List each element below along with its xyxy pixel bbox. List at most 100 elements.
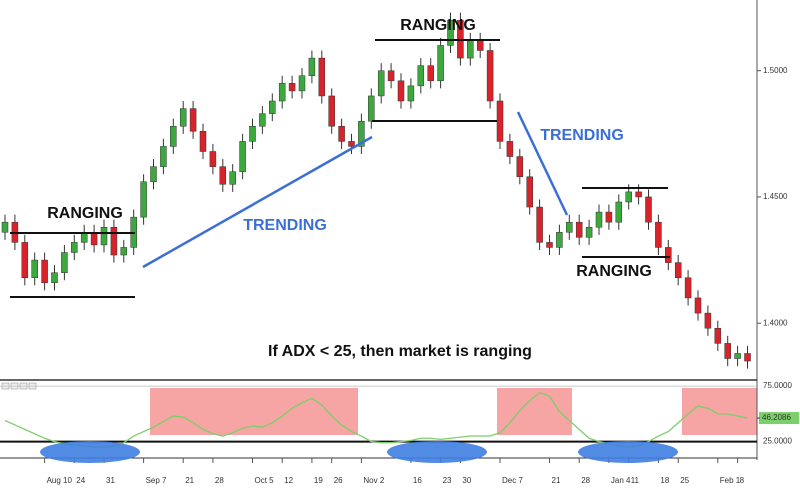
candle-body	[526, 176, 533, 208]
x-tick-label: Nov 2	[363, 476, 384, 485]
trend-line	[142, 135, 373, 269]
y-tick-label: 75.0000	[763, 381, 792, 390]
candle-body	[714, 327, 722, 344]
x-tick-label: 28	[581, 476, 590, 485]
annotation: RANGING	[400, 17, 476, 34]
candle-body	[239, 141, 246, 172]
candle-body	[377, 70, 385, 97]
x-tick-label: Oct 5	[255, 476, 275, 485]
candle-body	[338, 125, 345, 142]
candle-body	[665, 247, 672, 263]
x-tick-label: 8	[740, 476, 745, 485]
candle-body	[259, 113, 266, 127]
candle-body	[566, 221, 573, 233]
candle-body	[90, 232, 98, 246]
candle-body	[140, 181, 147, 218]
x-tick-label: Sep 7	[146, 476, 167, 485]
range-marker	[387, 441, 487, 463]
x-tick-label: 16	[413, 476, 422, 485]
candle-body	[189, 108, 197, 132]
x-tick-label: 12	[284, 476, 293, 485]
candle-body	[556, 232, 563, 248]
candle-body	[368, 95, 375, 122]
x-tick-label: 25	[680, 476, 689, 485]
candle-body	[21, 242, 29, 278]
x-tick-label: 18	[660, 476, 669, 485]
candle-body	[179, 108, 187, 127]
candle-body	[209, 151, 217, 167]
x-tick-label: 24	[76, 476, 85, 485]
candle-body	[645, 196, 652, 223]
candle-body	[387, 70, 395, 82]
candle-body	[486, 50, 494, 102]
x-tick-label: 21	[552, 476, 561, 485]
x-tick-label: 19	[314, 476, 323, 485]
candle-body	[278, 83, 286, 102]
candle-body	[31, 259, 38, 278]
candle-body	[496, 100, 504, 142]
candle-body	[447, 19, 454, 46]
candle-body	[575, 221, 583, 238]
annotation: If ADX < 25, then market is ranging	[268, 343, 532, 360]
candle-body	[674, 262, 682, 278]
candle-body	[684, 277, 692, 299]
x-tick-label: Jan 4	[611, 476, 631, 485]
candle-body	[308, 57, 316, 76]
y-tick-label: 1.4500	[763, 192, 788, 201]
candle-body	[150, 166, 157, 183]
range-marker	[578, 441, 678, 463]
candle-body	[41, 259, 48, 284]
annotation: RANGING	[47, 205, 123, 222]
candle-body	[605, 211, 613, 223]
candle-body	[120, 247, 128, 256]
x-tick-label: 30	[462, 476, 471, 485]
candle-body	[704, 312, 712, 329]
candle-body	[397, 80, 405, 102]
candle-body	[417, 65, 425, 87]
x-tick-label: 31	[106, 476, 115, 485]
candle-body	[694, 297, 702, 314]
candle-body	[348, 141, 355, 147]
candle-body	[100, 226, 108, 246]
candle-body	[170, 125, 177, 147]
trend-zone	[497, 388, 572, 435]
x-tick-label: 28	[215, 476, 224, 485]
candle-body	[51, 272, 58, 284]
candle-body	[269, 100, 276, 114]
y-tick-label: 1.4000	[763, 318, 788, 327]
candle-body	[734, 353, 741, 359]
candle-body	[288, 83, 296, 92]
candle-body	[467, 40, 474, 59]
candle-body	[358, 120, 365, 147]
candle-body	[199, 131, 207, 152]
value-tag-bg	[759, 412, 799, 425]
y-tick-label: 1.5000	[763, 66, 788, 75]
candle-body	[437, 45, 444, 82]
x-tick-label: 21	[185, 476, 194, 485]
candle-body	[61, 252, 68, 273]
candle-body	[229, 171, 236, 185]
candle-body	[160, 146, 167, 167]
candle-body	[328, 95, 335, 127]
annotation: RANGING	[576, 263, 652, 280]
x-tick-label: Aug 10	[47, 476, 73, 485]
candle-body	[536, 206, 543, 243]
candle-body	[546, 242, 553, 248]
candle-body	[318, 57, 326, 97]
candle-body	[249, 125, 256, 142]
candle-body	[407, 85, 415, 102]
candle-body	[625, 191, 632, 203]
candle-body	[585, 226, 593, 238]
y-tick-label: 25.0000	[763, 437, 792, 446]
trend-line	[516, 111, 569, 216]
candle-body	[655, 221, 662, 248]
annotation: TRENDING	[540, 127, 624, 144]
value-tag: 46.2086	[762, 413, 791, 422]
candle-body	[110, 226, 118, 256]
candle-body	[71, 242, 78, 253]
candle-body	[1, 221, 9, 233]
candle-body	[595, 211, 603, 228]
candle-body	[724, 343, 731, 359]
